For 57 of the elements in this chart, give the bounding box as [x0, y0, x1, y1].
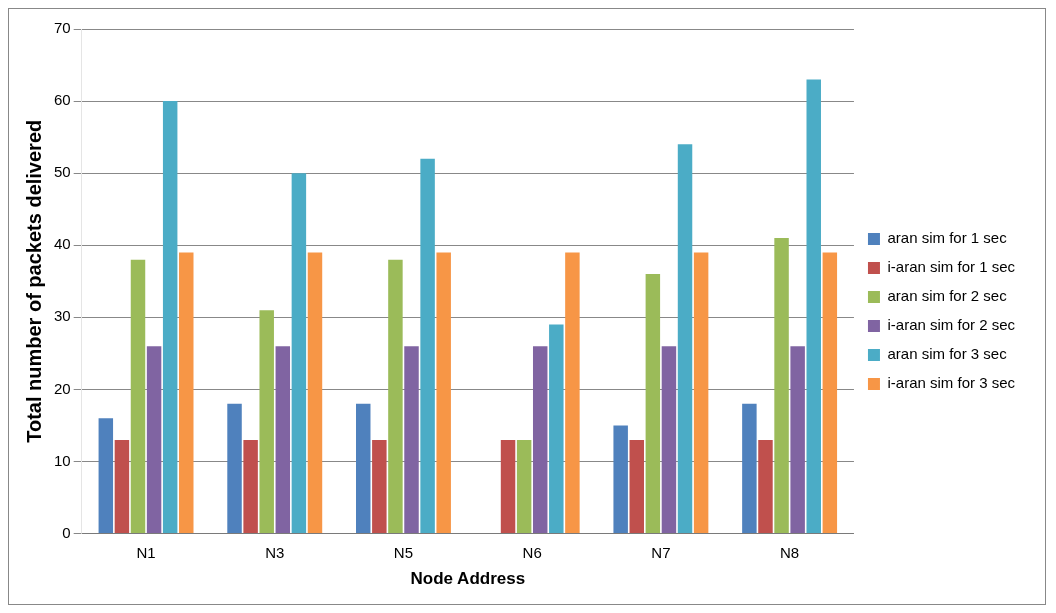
bar [179, 252, 194, 534]
bar [307, 252, 323, 534]
x-tick-label: N1 [136, 543, 156, 561]
bar [114, 439, 130, 534]
bar [774, 238, 789, 534]
bar [130, 259, 146, 534]
bar [404, 346, 419, 534]
y-tick-label: 20 [54, 379, 71, 397]
bar [420, 158, 435, 534]
y-tick-label: 50 [54, 163, 71, 181]
x-tick-label: N8 [780, 543, 800, 561]
bar [613, 425, 628, 534]
bar [790, 346, 805, 534]
bar [98, 418, 114, 534]
bar [259, 310, 274, 534]
bar [162, 101, 178, 534]
bar [532, 346, 548, 534]
bar [806, 79, 821, 534]
x-tick-label: N7 [651, 543, 671, 561]
bar [436, 252, 451, 534]
y-tick-label: 30 [54, 307, 71, 325]
bar [549, 324, 564, 534]
bar [243, 439, 258, 534]
bar [645, 274, 661, 534]
bar [661, 346, 677, 534]
y-tick-label: 70 [54, 19, 71, 37]
bar [146, 346, 162, 534]
legend-label: aran sim for 1 sec [887, 229, 1008, 247]
bar [516, 439, 532, 534]
bar [822, 252, 838, 534]
y-tick-label: 60 [54, 91, 71, 109]
bar [291, 173, 307, 534]
x-tick-label: N3 [265, 543, 285, 561]
x-axis-title: Node Address [410, 569, 526, 589]
bar [372, 439, 387, 534]
bar [388, 259, 403, 534]
bar [565, 252, 580, 534]
legend-label: aran sim for 2 sec [887, 287, 1008, 305]
bar [500, 439, 516, 534]
bar [758, 439, 773, 534]
legend-label: i-aran sim for 3 sec [887, 374, 1016, 392]
y-tick-label: 40 [54, 235, 71, 253]
bar [227, 403, 242, 534]
y-axis-title: Total number of packets delivered [22, 119, 45, 443]
bar [677, 144, 693, 534]
y-tick-label: 0 [62, 523, 71, 541]
legend-label: aran sim for 3 sec [887, 345, 1008, 363]
x-tick-label: N6 [522, 543, 542, 561]
x-tick-label: N5 [393, 543, 414, 561]
y-tick-label: 10 [54, 451, 71, 469]
bar [742, 403, 757, 534]
bar [693, 252, 709, 534]
bar [629, 439, 644, 534]
bar [275, 346, 291, 534]
bar [356, 403, 371, 534]
legend-label: i-aran sim for 1 sec [887, 258, 1016, 276]
legend-label: i-aran sim for 2 sec [887, 316, 1016, 334]
